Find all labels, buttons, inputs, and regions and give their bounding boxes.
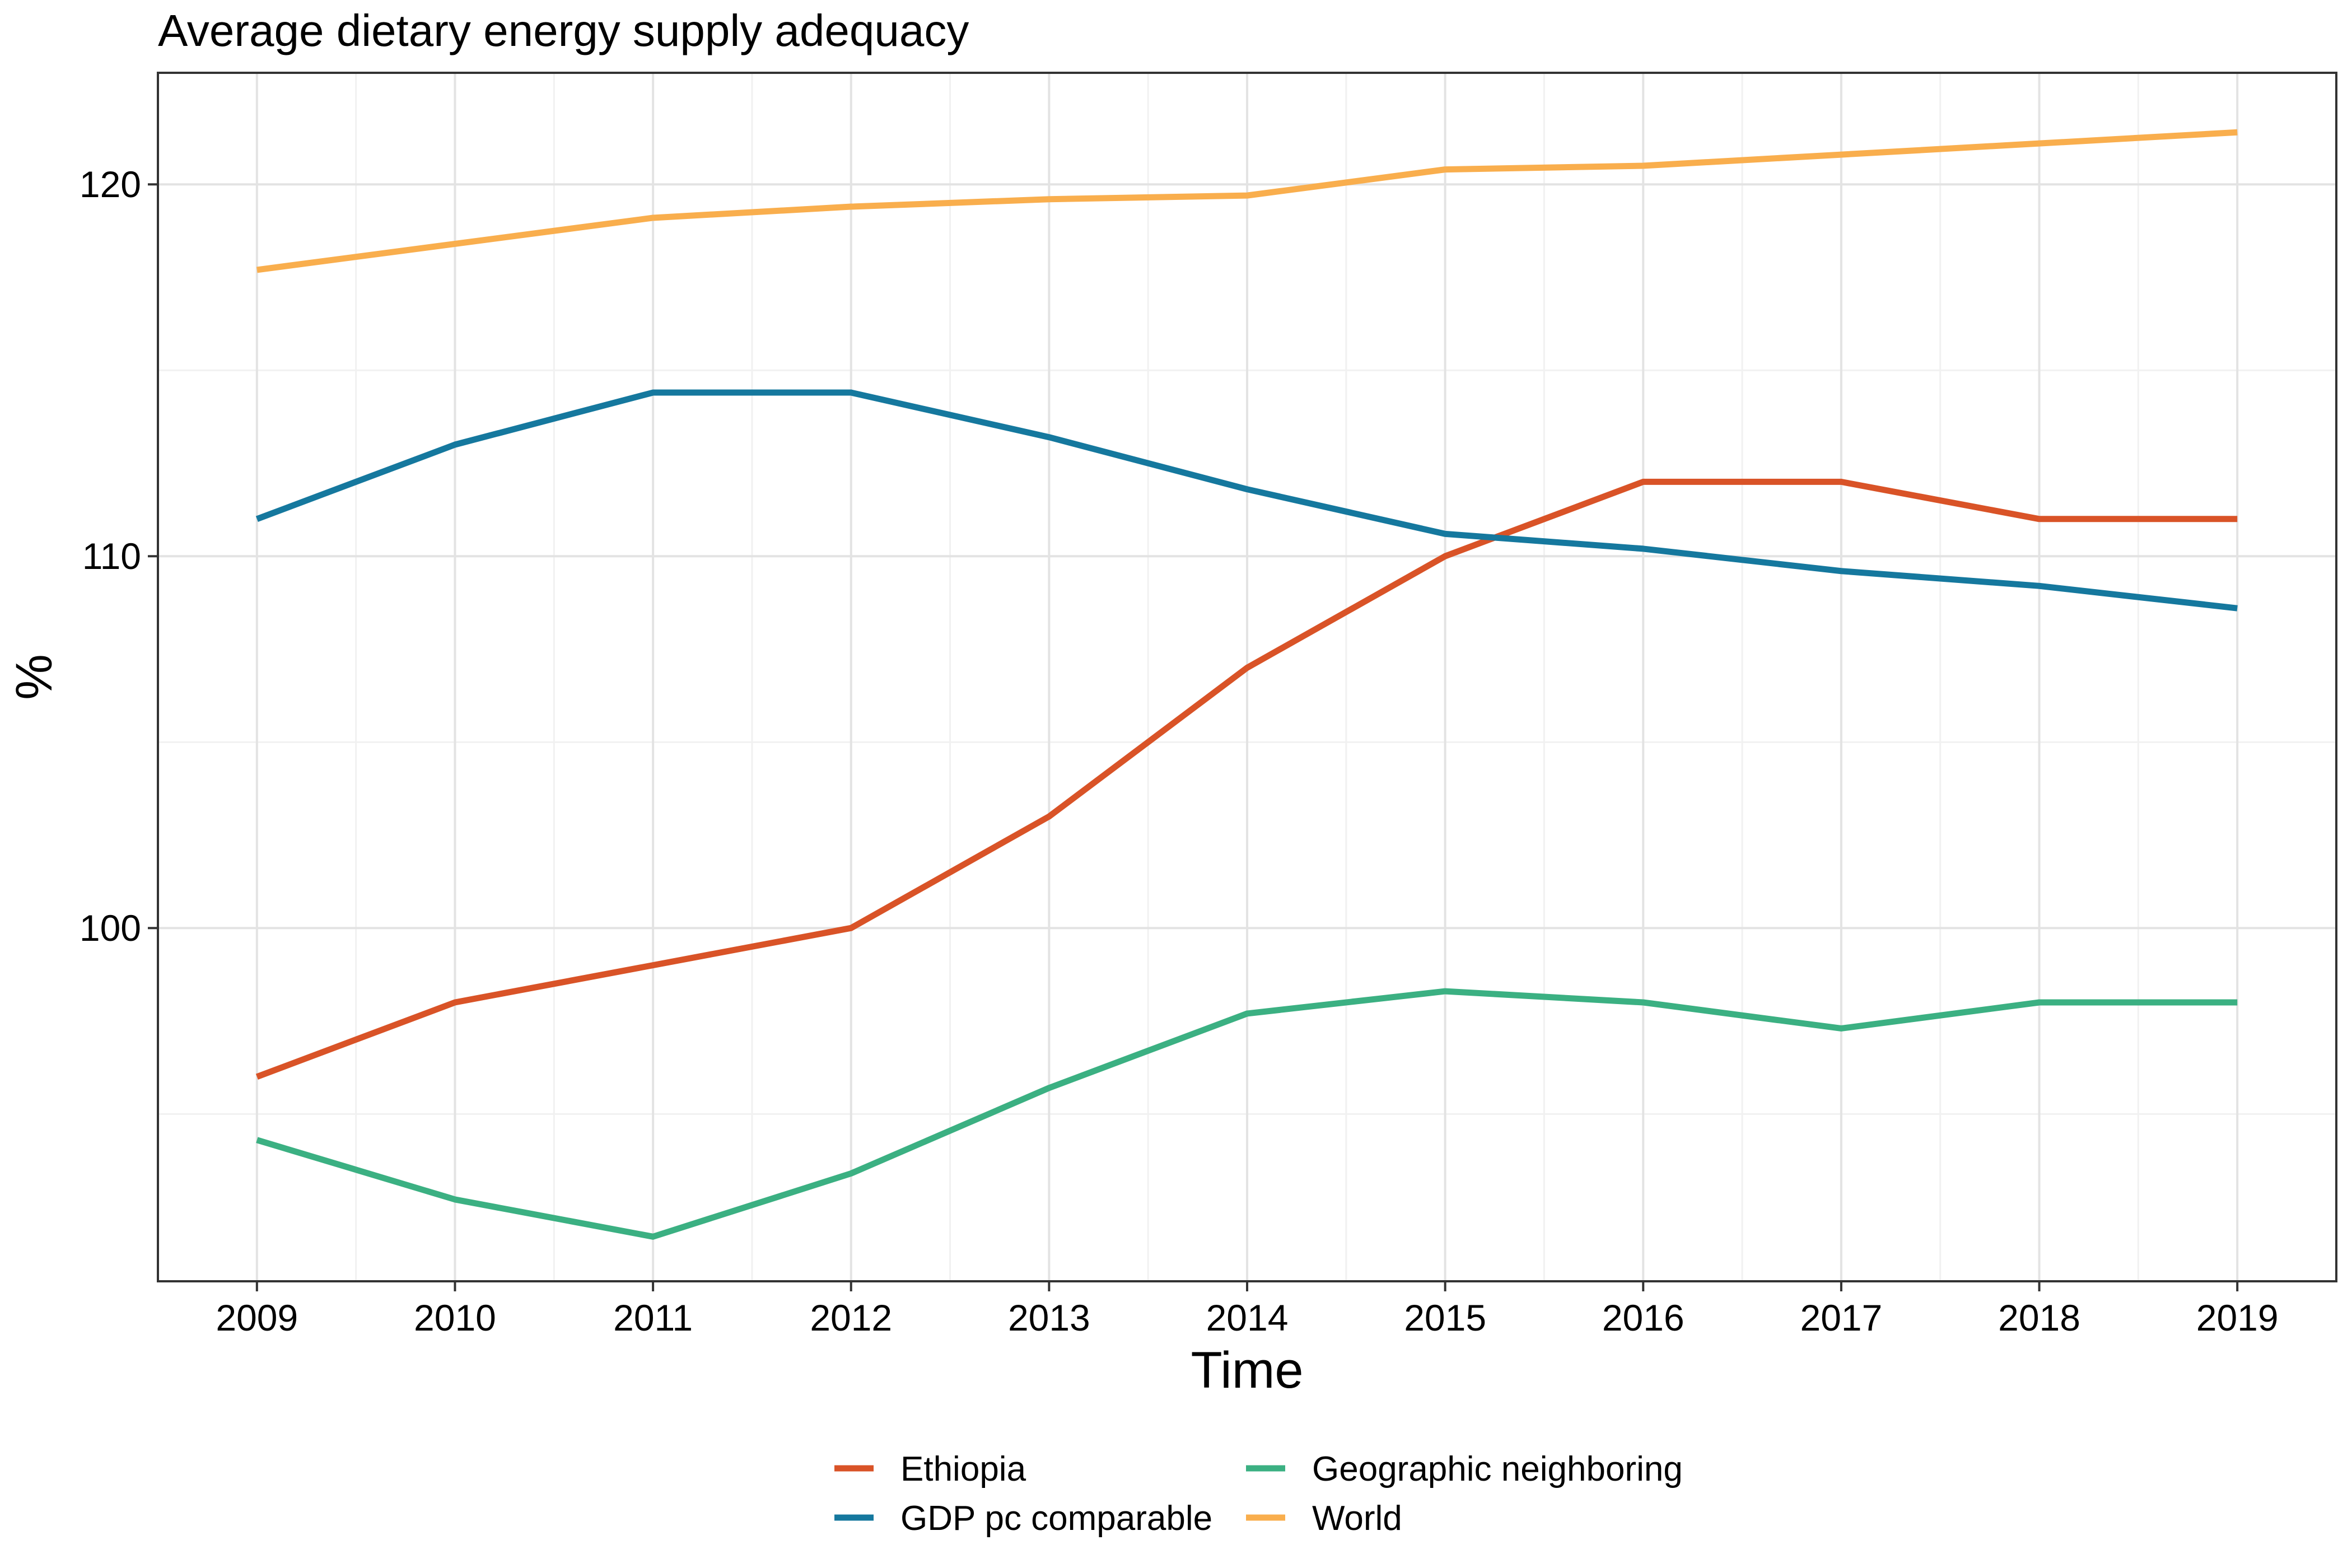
x-tick-label: 2013 bbox=[1008, 1297, 1090, 1338]
x-tick-label: 2017 bbox=[1800, 1297, 1882, 1338]
series-line-world bbox=[256, 129, 2238, 273]
y-tick-label: 110 bbox=[82, 535, 141, 577]
x-tick-label: 2011 bbox=[613, 1297, 693, 1338]
legend-label-gdp-pc-comparable: GDP pc comparable bbox=[900, 1499, 1212, 1538]
x-tick-label: 2019 bbox=[2196, 1297, 2279, 1338]
legend-label-geographic-neighboring: Geographic neighboring bbox=[1312, 1450, 1683, 1488]
x-tick-label: 2014 bbox=[1206, 1297, 1289, 1338]
x-tick-label: 2015 bbox=[1404, 1297, 1486, 1338]
y-axis: 100 110 120 bbox=[80, 164, 158, 949]
y-tick-label: 100 bbox=[80, 907, 141, 949]
x-tick-label: 2009 bbox=[216, 1297, 298, 1338]
x-axis: 2009 2010 2011 2012 2013 2014 2015 2016 2017 2018… bbox=[216, 1281, 2279, 1338]
y-axis-title: % bbox=[6, 654, 63, 700]
series-line-geographic-neighboring bbox=[256, 988, 2238, 1240]
series-line-ethiopia bbox=[255, 478, 2238, 1080]
legend-label-world: World bbox=[1312, 1499, 1402, 1538]
x-tick-label: 2016 bbox=[1602, 1297, 1684, 1338]
x-axis-title: Time bbox=[1191, 1342, 1303, 1399]
grid bbox=[158, 73, 2336, 1281]
y-tick-label: 120 bbox=[80, 164, 141, 205]
legend: Ethiopia GDP pc comparable Geographic neig… bbox=[834, 1450, 1683, 1538]
chart-title: Average dietary energy supply adequacy bbox=[158, 6, 969, 55]
x-tick-label: 2012 bbox=[810, 1297, 892, 1338]
series-line-gdp-pc-comparable bbox=[255, 389, 2238, 612]
legend-label-ethiopia: Ethiopia bbox=[900, 1450, 1026, 1488]
x-tick-label: 2010 bbox=[414, 1297, 496, 1338]
series-layer bbox=[255, 129, 2238, 1240]
x-tick-label: 2018 bbox=[1998, 1297, 2080, 1338]
